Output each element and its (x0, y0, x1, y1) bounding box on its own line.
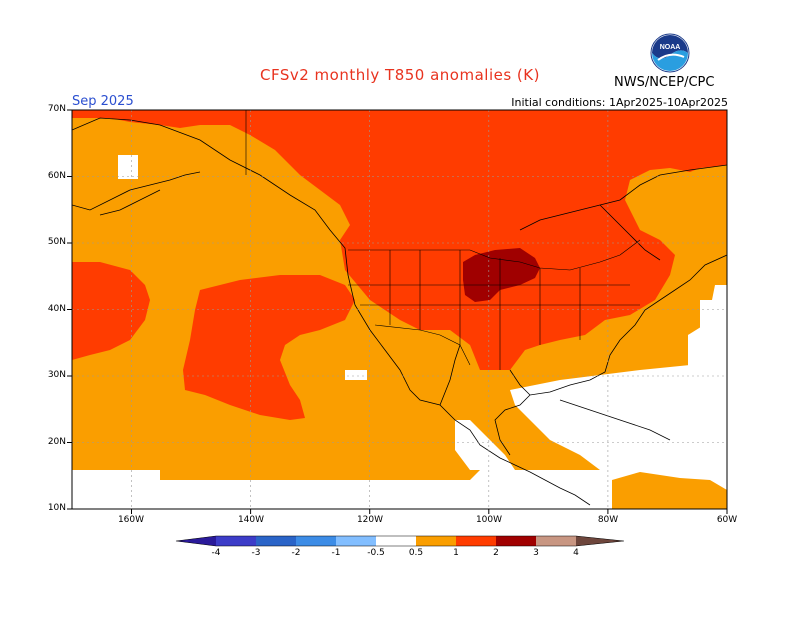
colorbar-swatch (416, 536, 456, 546)
agency-label: NWS/NCEP/CPC (614, 75, 715, 90)
lat-label: 50N (47, 237, 66, 247)
initial-conditions: Initial conditions: 1Apr2025-10Apr2025 (511, 96, 728, 109)
colorbar-label: -1 (331, 548, 341, 558)
colorbar-swatch (376, 536, 416, 546)
colorbar-label: -0.5 (367, 548, 385, 558)
colorbar-label: 0.5 (408, 548, 424, 558)
anomaly-1-2-pacific-east (183, 275, 355, 420)
anomaly-2-3-midwest (463, 248, 540, 302)
colorbar-label: -2 (291, 548, 301, 558)
lon-label: 120W (356, 515, 384, 525)
colorbar-swatch (496, 536, 536, 546)
lat-label: 60N (47, 171, 66, 181)
lon-label: 60W (716, 515, 738, 525)
colorbar-label: -4 (211, 548, 221, 558)
colorbar-swatch (576, 536, 624, 546)
colorbar-label: -3 (251, 548, 261, 558)
lat-label: 10N (47, 503, 66, 513)
colorbar-swatch (456, 536, 496, 546)
below-threshold-patch (118, 155, 138, 179)
colorbar-label: 3 (533, 548, 539, 558)
forecast-month: Sep 2025 (72, 94, 134, 109)
colorbar-swatch (536, 536, 576, 546)
lon-label: 100W (475, 515, 503, 525)
colorbar-swatch (216, 536, 256, 546)
below-threshold-atlantic (688, 315, 727, 400)
lat-label: 70N (47, 104, 66, 114)
colorbar-label: 4 (573, 548, 579, 558)
lat-label: 20N (47, 437, 66, 447)
colorbar (175, 535, 625, 547)
below-threshold-gulf (510, 365, 727, 470)
colorbar-swatch (256, 536, 296, 546)
anomaly-1-2-pacific-west (72, 262, 150, 360)
lat-label: 40N (47, 304, 66, 314)
below-threshold-patch (345, 370, 367, 380)
colorbar-label: 2 (493, 548, 499, 558)
colorbar-swatch (176, 536, 216, 546)
lon-label: 80W (597, 515, 619, 525)
lon-label: 160W (117, 515, 145, 525)
noaa-logo: NOAA (650, 33, 690, 73)
lat-label: 30N (47, 370, 66, 380)
colorbar-swatch (336, 536, 376, 546)
logo-text: NOAA (660, 44, 681, 51)
anomaly-0.5-1-south-america (612, 472, 727, 509)
below-threshold-mexico (455, 420, 515, 470)
map-title: CFSv2 monthly T850 anomalies (K) (260, 66, 540, 84)
anomaly-0.5-1-caribbean (72, 420, 530, 480)
colorbar-swatch (296, 536, 336, 546)
coastlines (72, 117, 727, 506)
colorbar-label: 1 (453, 548, 459, 558)
lon-label: 140W (237, 515, 265, 525)
graticule (72, 110, 727, 509)
